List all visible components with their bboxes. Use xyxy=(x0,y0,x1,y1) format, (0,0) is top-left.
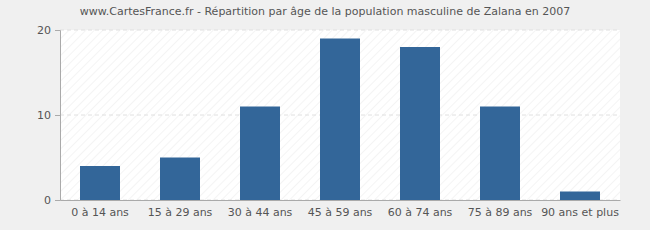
y-axis: 0 10 20 xyxy=(37,24,61,207)
grid xyxy=(60,30,620,200)
title: www.CartesFrance.fr - Répartition par âg… xyxy=(80,5,570,18)
y-tick-label: 0 xyxy=(44,194,51,207)
y-tick-mark xyxy=(55,115,60,116)
x-tick: 45 à 59 ans xyxy=(308,200,373,219)
x-axis: 0 à 14 ans 15 à 29 ans 30 à 44 ans 45 à 59 … xyxy=(61,200,621,219)
y-tick-label: 10 xyxy=(37,109,51,122)
x-tick-label: 45 à 59 ans xyxy=(308,206,373,219)
y-tick-mark xyxy=(55,30,60,31)
x-tick: 90 ans et plus xyxy=(541,200,619,219)
bar xyxy=(400,47,440,200)
x-tick-label: 90 ans et plus xyxy=(541,206,619,219)
bar xyxy=(240,107,280,201)
x-axis-line xyxy=(61,200,621,201)
plot-area xyxy=(60,30,620,200)
bars xyxy=(80,39,600,201)
bar xyxy=(320,39,360,201)
bar xyxy=(480,107,520,201)
bar xyxy=(560,192,600,201)
x-tick-label: 15 à 29 ans xyxy=(148,206,213,219)
chart: www.CartesFrance.fr - Répartition par âg… xyxy=(0,0,650,230)
bar xyxy=(160,158,200,201)
x-tick-label: 60 à 74 ans xyxy=(388,206,453,219)
x-tick: 0 à 14 ans xyxy=(71,200,129,219)
plot: 0 10 20 0 à 14 ans 15 à 29 ans 30 à 44 ans 45 … xyxy=(37,24,621,219)
background xyxy=(0,0,650,230)
bar xyxy=(80,166,120,200)
x-tick-label: 0 à 14 ans xyxy=(71,206,129,219)
x-tick-label: 75 à 89 ans xyxy=(468,206,533,219)
x-tick: 30 à 44 ans xyxy=(228,200,293,219)
y-tick-label: 20 xyxy=(37,24,51,37)
y-tick: 20 xyxy=(37,24,60,37)
y-tick: 10 xyxy=(37,109,60,122)
x-tick: 75 à 89 ans xyxy=(468,200,533,219)
y-tick: 0 xyxy=(44,194,60,207)
grid-line xyxy=(60,30,620,31)
y-tick-mark xyxy=(55,200,60,201)
x-tick: 60 à 74 ans xyxy=(388,200,453,219)
x-tick: 15 à 29 ans xyxy=(148,200,213,219)
x-tick-label: 30 à 44 ans xyxy=(228,206,293,219)
y-axis-line xyxy=(55,31,61,201)
